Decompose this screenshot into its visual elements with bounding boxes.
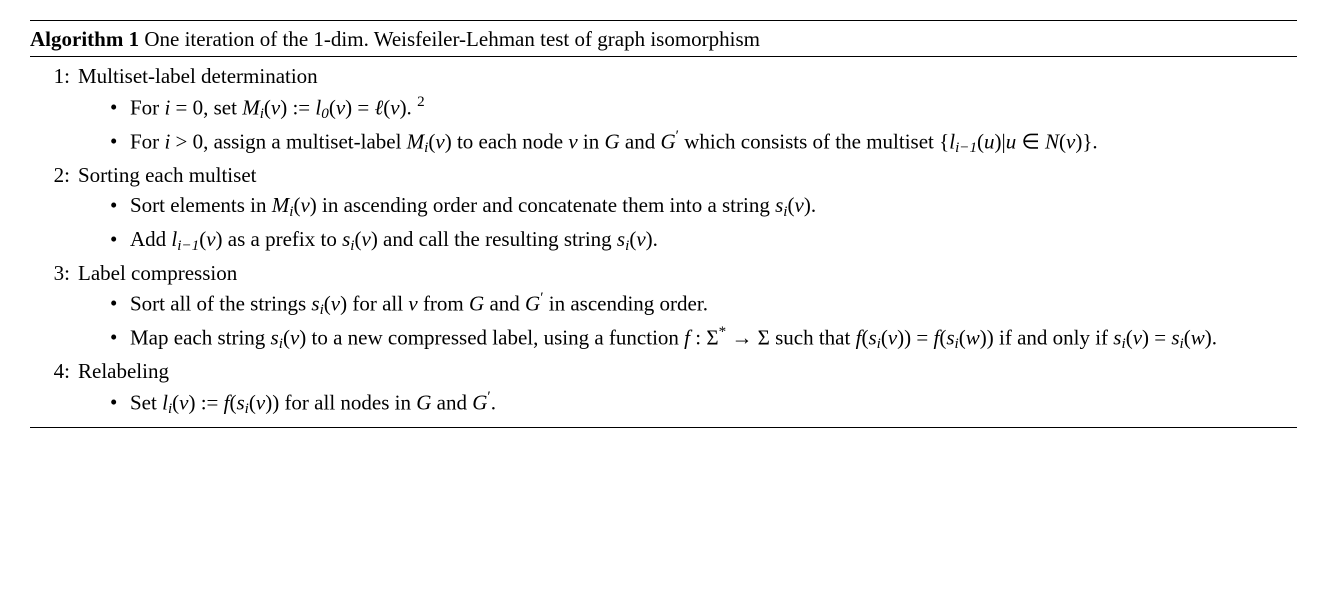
- algorithm-block: Algorithm 1 One iteration of the 1-dim. …: [30, 20, 1297, 428]
- step-heading: Relabeling: [78, 356, 1297, 386]
- bullet-marker-icon: •: [110, 387, 130, 417]
- step-number: 2:: [30, 160, 78, 190]
- bullet-text: Sort elements in Mi(v) in ascending orde…: [130, 190, 1297, 224]
- bullet-item: •Sort all of the strings si(v) for all v…: [30, 288, 1297, 322]
- bullet-item: •Set li(v) := f(si(v)) for all nodes in …: [30, 387, 1297, 421]
- bullet-marker-icon: •: [110, 288, 130, 318]
- bullet-text: Map each string si(v) to a new compresse…: [130, 322, 1297, 356]
- algorithm-body: 1:Multiset-label determination•For i = 0…: [30, 57, 1297, 426]
- algorithm-title-row: Algorithm 1 One iteration of the 1-dim. …: [30, 21, 1297, 56]
- rule-bottom: [30, 427, 1297, 428]
- bullet-marker-icon: •: [110, 322, 130, 352]
- step-heading: Multiset-label determination: [78, 61, 1297, 91]
- bullet-text: Add li−1(v) as a prefix to si(v) and cal…: [130, 224, 1297, 258]
- step-number: 1:: [30, 61, 78, 91]
- step-number: 4:: [30, 356, 78, 386]
- bullet-text: Sort all of the strings si(v) for all v …: [130, 288, 1297, 322]
- algorithm-label: Algorithm 1: [30, 27, 139, 51]
- algorithm-step: 2:Sorting each multiset: [30, 160, 1297, 190]
- bullet-text: For i > 0, assign a multiset-label Mi(v)…: [130, 126, 1297, 160]
- bullet-item: •Sort elements in Mi(v) in ascending ord…: [30, 190, 1297, 224]
- bullet-marker-icon: •: [110, 126, 130, 156]
- step-number: 3:: [30, 258, 78, 288]
- algorithm-step: 1:Multiset-label determination: [30, 61, 1297, 91]
- bullet-item: •Add li−1(v) as a prefix to si(v) and ca…: [30, 224, 1297, 258]
- bullet-item: •Map each string si(v) to a new compress…: [30, 322, 1297, 356]
- algorithm-step: 3:Label compression: [30, 258, 1297, 288]
- bullet-item: •For i = 0, set Mi(v) := l0(v) = ℓ(v). 2: [30, 92, 1297, 126]
- bullet-text: Set li(v) := f(si(v)) for all nodes in G…: [130, 387, 1297, 421]
- bullet-text: For i = 0, set Mi(v) := l0(v) = ℓ(v). 2: [130, 92, 1297, 126]
- bullet-item: •For i > 0, assign a multiset-label Mi(v…: [30, 126, 1297, 160]
- algorithm-step: 4:Relabeling: [30, 356, 1297, 386]
- bullet-marker-icon: •: [110, 92, 130, 122]
- bullet-marker-icon: •: [110, 190, 130, 220]
- step-heading: Label compression: [78, 258, 1297, 288]
- algorithm-title: One iteration of the 1-dim. Weisfeiler-L…: [144, 27, 760, 51]
- step-heading: Sorting each multiset: [78, 160, 1297, 190]
- bullet-marker-icon: •: [110, 224, 130, 254]
